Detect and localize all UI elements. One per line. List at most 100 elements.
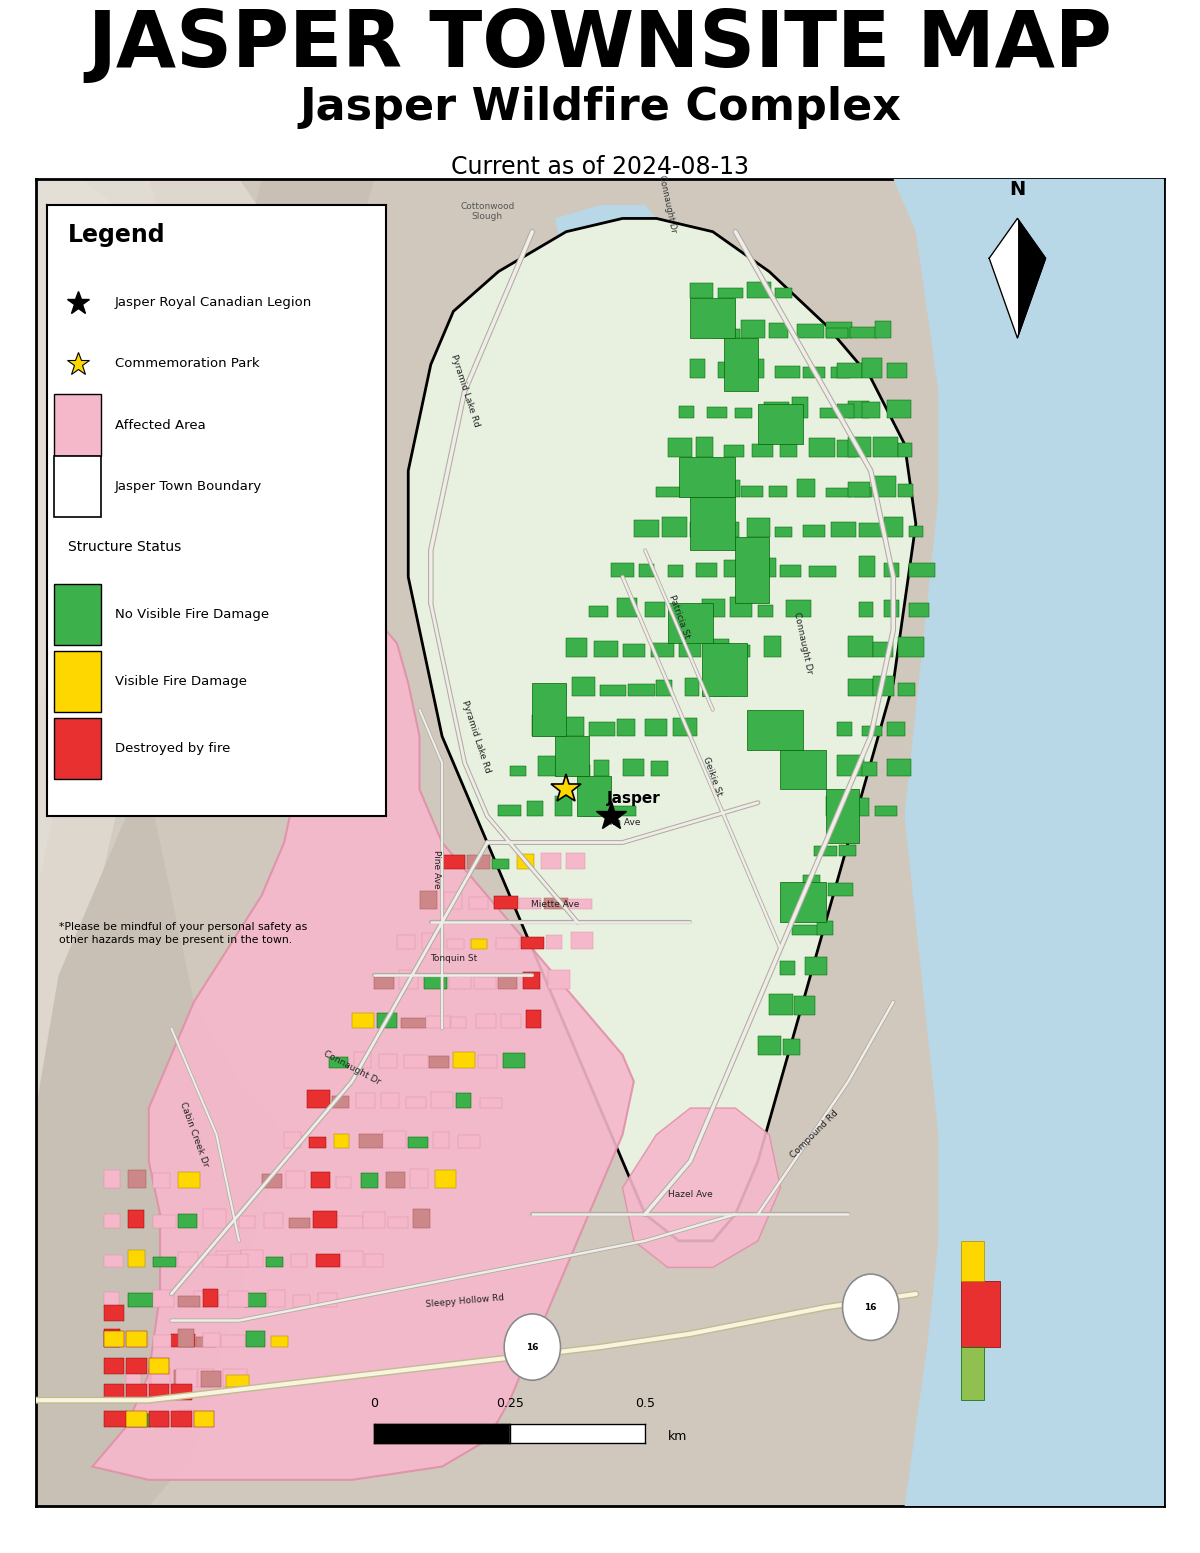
Bar (476, 1014, 496, 1028)
Bar (262, 1174, 282, 1188)
Bar (223, 1370, 247, 1387)
Bar (724, 561, 748, 576)
Bar (634, 520, 659, 537)
Bar (707, 638, 728, 657)
Bar (426, 1016, 450, 1028)
Bar (103, 1384, 124, 1401)
Bar (154, 1256, 176, 1267)
Bar (836, 363, 862, 377)
Bar (178, 1297, 200, 1308)
Bar (128, 1250, 145, 1267)
Bar (884, 601, 899, 617)
Bar (216, 1252, 241, 1267)
Bar (571, 677, 594, 696)
Bar (293, 1295, 310, 1308)
Bar (815, 846, 836, 856)
Bar (172, 1410, 192, 1427)
Bar (226, 1374, 250, 1387)
Bar (533, 683, 566, 736)
Bar (887, 759, 911, 776)
Bar (872, 641, 893, 657)
Bar (752, 444, 773, 458)
Text: Connaught Dr: Connaught Dr (792, 612, 814, 676)
Bar (571, 932, 593, 949)
Bar (696, 436, 713, 458)
Bar (523, 972, 540, 989)
Bar (521, 936, 544, 949)
Text: Miette Ave: Miette Ave (530, 901, 580, 910)
Bar (826, 488, 852, 497)
Bar (832, 368, 851, 377)
Bar (442, 854, 464, 870)
Bar (594, 641, 618, 657)
Bar (544, 898, 568, 909)
Bar (859, 523, 886, 537)
Bar (679, 458, 736, 497)
Bar (341, 1250, 364, 1267)
Bar (719, 522, 739, 537)
Bar (679, 640, 701, 657)
Bar (194, 1410, 215, 1427)
Bar (782, 1039, 800, 1054)
Bar (742, 486, 763, 497)
Bar (696, 564, 716, 576)
Bar (662, 517, 686, 537)
Bar (828, 882, 853, 896)
Bar (384, 1131, 406, 1148)
Bar (203, 1332, 220, 1346)
Bar (103, 1171, 120, 1188)
Bar (408, 1137, 428, 1148)
Bar (467, 856, 491, 870)
Bar (775, 367, 799, 377)
Bar (667, 565, 684, 576)
Bar (269, 1291, 284, 1308)
Bar (194, 1292, 210, 1308)
Bar (178, 1410, 194, 1427)
Bar (832, 522, 856, 537)
Bar (887, 399, 911, 418)
Bar (690, 283, 713, 298)
Bar (354, 1053, 371, 1068)
Bar (128, 1337, 149, 1346)
Bar (769, 323, 788, 339)
Bar (617, 598, 637, 617)
Text: Elm Ave: Elm Ave (605, 818, 641, 828)
Bar (178, 1329, 194, 1346)
Bar (589, 606, 608, 617)
Text: 0.25: 0.25 (496, 1396, 523, 1410)
Bar (103, 1331, 124, 1346)
Text: Connaught Dr: Connaught Dr (322, 1050, 382, 1087)
Bar (382, 1093, 398, 1109)
Bar (763, 402, 790, 418)
Text: 16: 16 (526, 1343, 539, 1351)
Bar (178, 1252, 198, 1267)
Bar (742, 320, 764, 339)
Bar (544, 685, 566, 696)
Polygon shape (1018, 219, 1045, 339)
Bar (154, 1291, 174, 1308)
Bar (361, 1173, 378, 1188)
Text: Jasper Wildfire Complex: Jasper Wildfire Complex (299, 85, 901, 129)
Bar (646, 603, 665, 617)
Bar (736, 644, 750, 657)
Bar (769, 486, 787, 497)
Bar (103, 1292, 119, 1308)
Bar (203, 1289, 218, 1308)
Bar (103, 1214, 120, 1227)
Bar (566, 853, 584, 870)
Bar (724, 446, 744, 458)
Bar (826, 797, 848, 815)
Bar (851, 798, 869, 815)
Bar (436, 1169, 456, 1188)
Bar (500, 1014, 521, 1028)
Bar (690, 497, 736, 550)
Bar (538, 756, 558, 776)
Bar (803, 368, 826, 377)
Bar (848, 401, 869, 418)
Text: Compound Rd: Compound Rd (788, 1109, 840, 1160)
Bar (898, 485, 913, 497)
Bar (589, 722, 614, 736)
Bar (554, 736, 589, 776)
Bar (884, 517, 904, 537)
Bar (713, 329, 739, 339)
